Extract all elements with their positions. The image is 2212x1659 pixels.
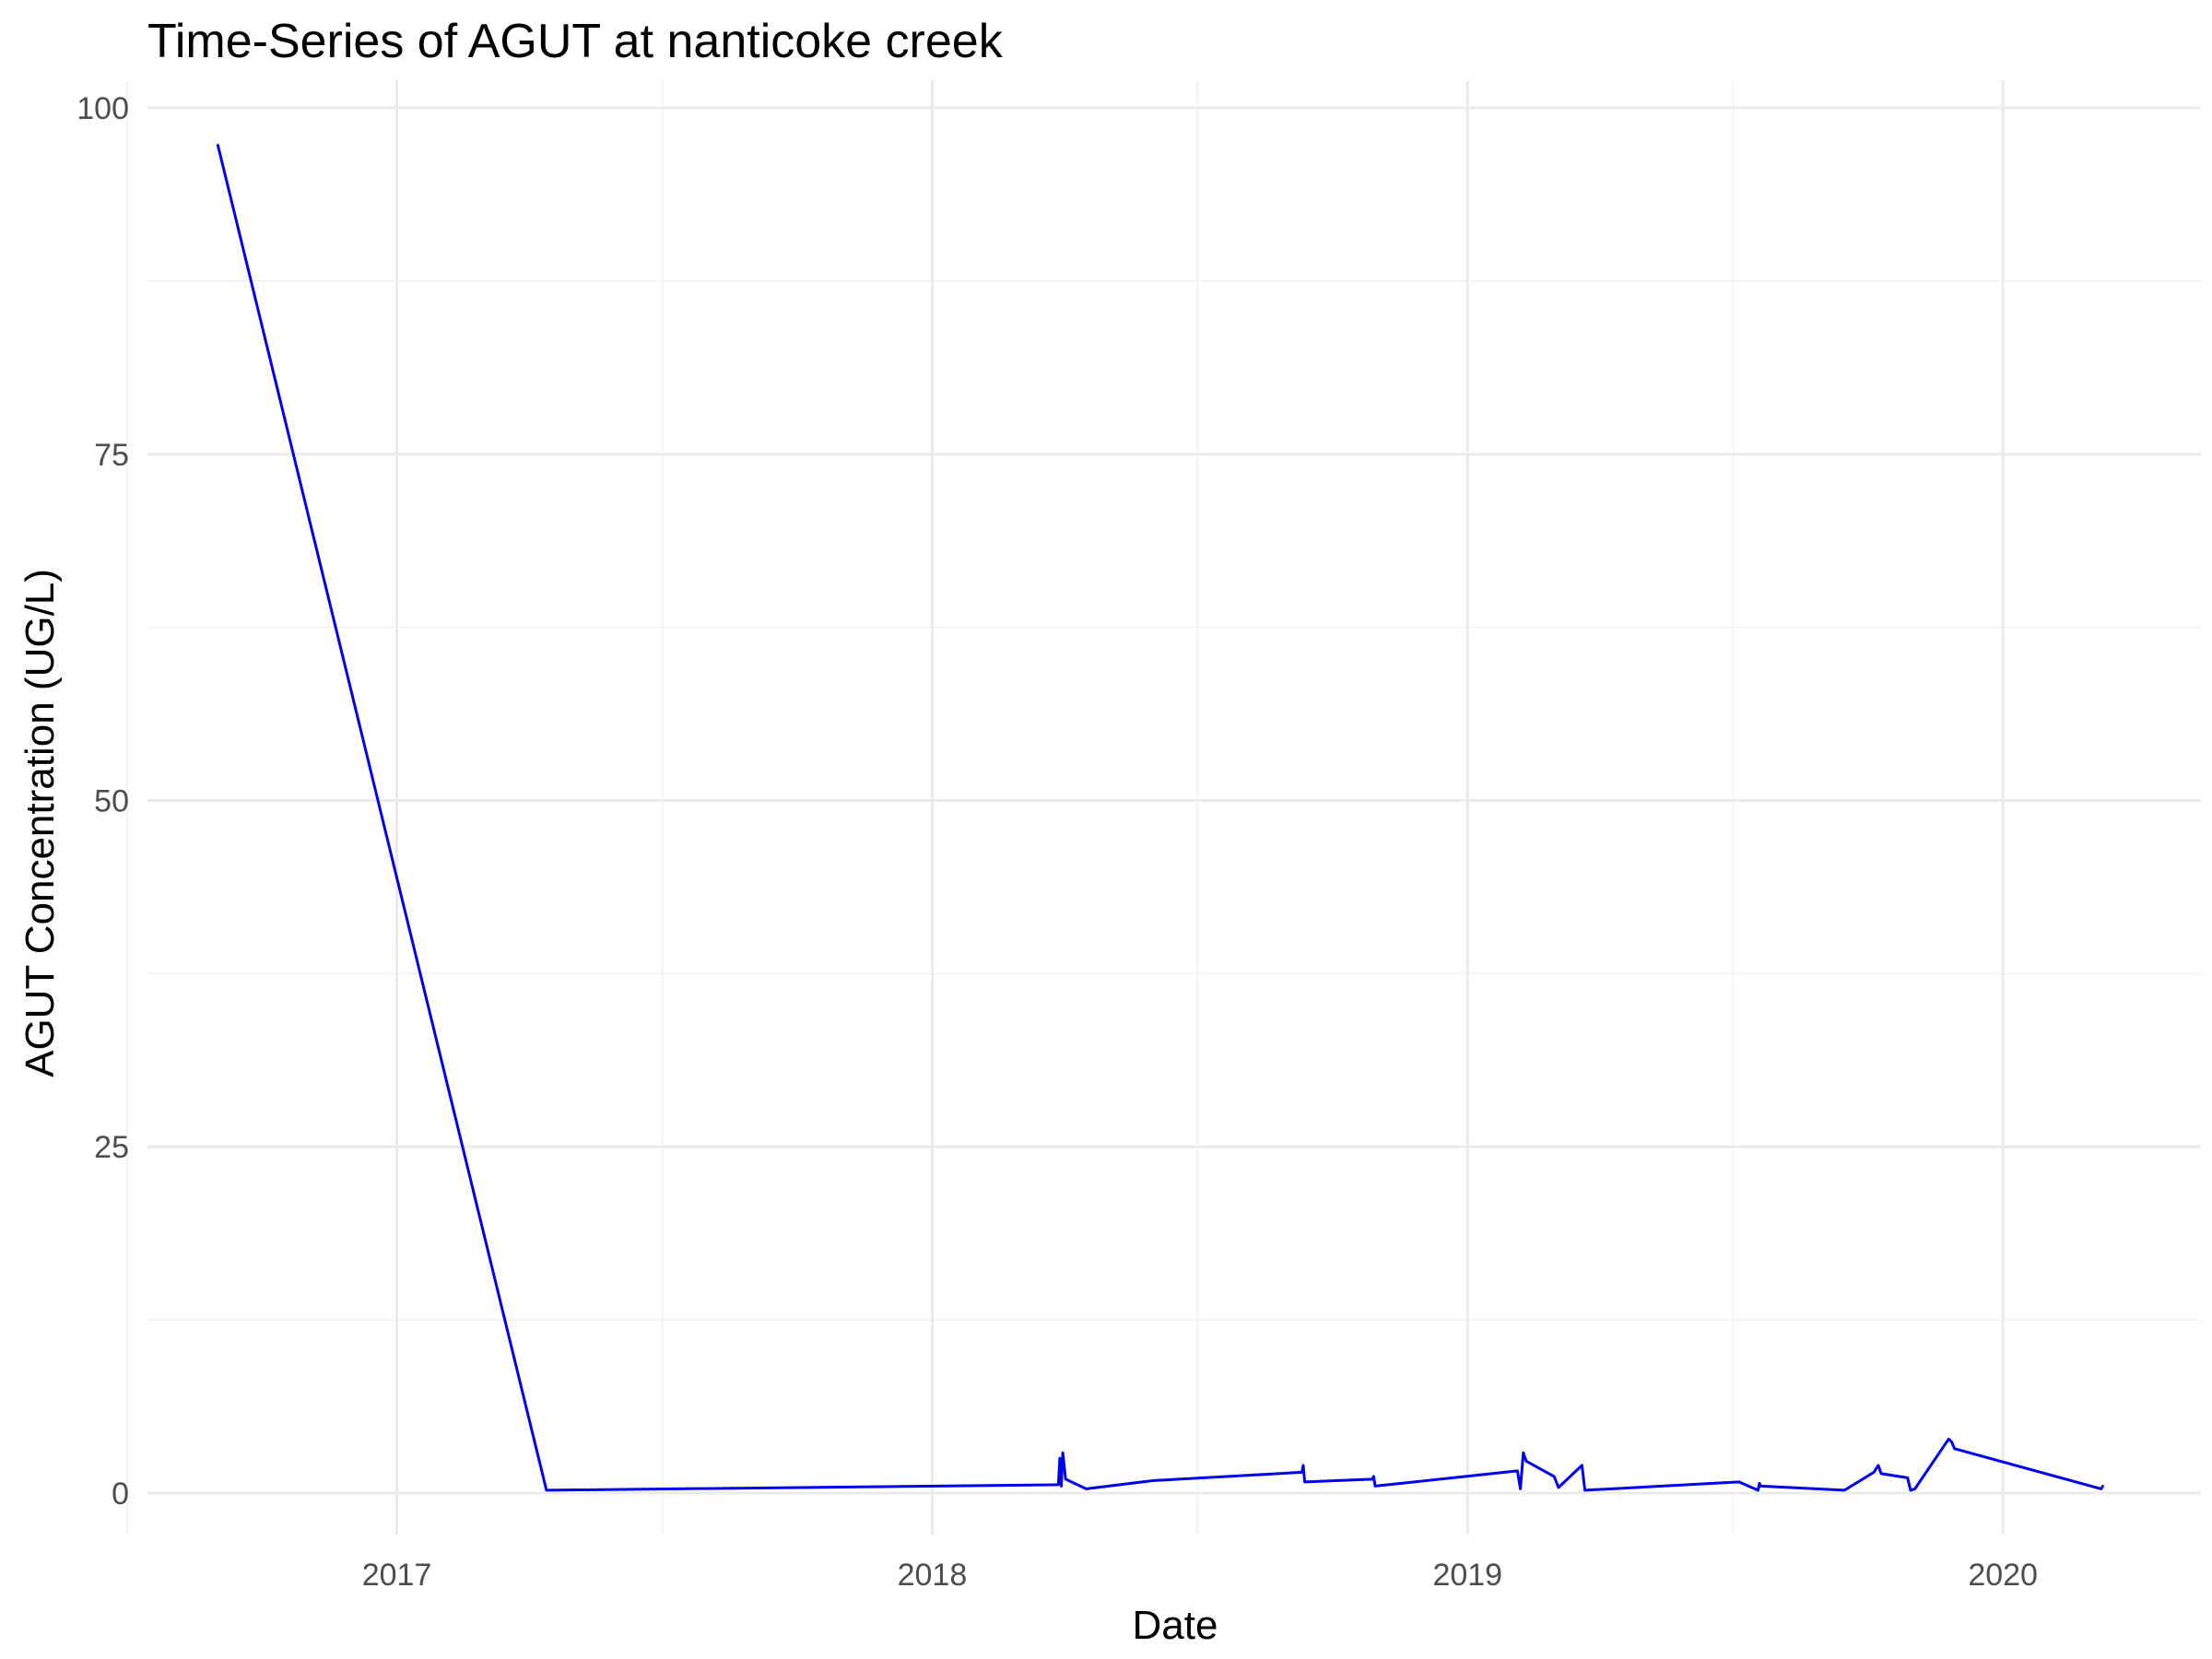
x-tick-label: 2019 (1432, 1558, 1502, 1593)
y-axis-tick-labels: 0 25 50 75 100 (76, 91, 129, 1512)
chart-title: Time-Series of AGUT at nanticoke creek (147, 15, 1004, 68)
x-tick-label: 2017 (362, 1558, 432, 1593)
x-tick-label: 2018 (898, 1558, 968, 1593)
x-tick-label: 2020 (1968, 1558, 2038, 1593)
series-line (216, 144, 2104, 1492)
y-tick-label: 75 (94, 438, 129, 473)
x-axis-title: Date (1133, 1603, 1218, 1648)
y-axis-title: AGUT Concentration (UG/L) (18, 569, 63, 1077)
major-gridlines (147, 80, 2201, 1535)
y-tick-label: 25 (94, 1130, 129, 1165)
series-layer (216, 144, 2104, 1492)
y-tick-label: 50 (94, 783, 129, 818)
minor-gridlines (125, 80, 2201, 1535)
y-tick-label: 0 (112, 1477, 129, 1512)
y-tick-label: 100 (76, 91, 129, 126)
x-axis-tick-labels: 2017 2018 2019 2020 (362, 1558, 2038, 1593)
